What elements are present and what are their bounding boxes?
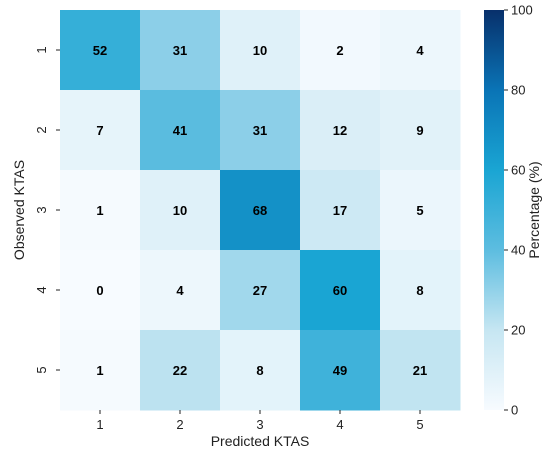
colorbar-tick-label-100: 100	[511, 3, 533, 18]
heatmap-cell-r1-c4	[300, 10, 381, 91]
heatmap-cell-r1-c3	[220, 10, 301, 91]
heatmap-cell-r2-c5	[380, 90, 461, 171]
heatmap-cell-r5-c5	[380, 330, 461, 411]
colorbar-ticks: 0 20 40 60 80 100	[504, 3, 533, 418]
heatmap-cell-r3-c4	[300, 170, 381, 251]
cell-value-r1-c4: 2	[336, 43, 343, 58]
heatmap-cell-r5-c2	[140, 330, 221, 411]
cell-value-r4-c4: 60	[333, 283, 347, 298]
y-tick-label-5: 5	[34, 366, 49, 373]
cell-value-r3-c1: 1	[96, 203, 103, 218]
cell-value-r4-c3: 27	[253, 283, 267, 298]
cell-value-r1-c5: 4	[416, 43, 424, 58]
heatmap-cell-r3-c5	[380, 170, 461, 251]
y-axis-label: Observed KTAS	[11, 160, 27, 260]
cell-value-r2-c2: 41	[173, 123, 187, 138]
colorbar-tick-label-80: 80	[511, 83, 525, 98]
cell-value-r3-c2: 10	[173, 203, 187, 218]
cell-value-r2-c5: 9	[416, 123, 423, 138]
heatmap-cell-r1-c2	[140, 10, 221, 91]
cell-value-r1-c3: 10	[253, 43, 267, 58]
heatmap-cell-r3-c2	[140, 170, 221, 251]
heatmap-cell-r4-c4	[300, 250, 381, 331]
cell-value-r5-c5: 21	[413, 363, 427, 378]
cell-value-r5-c4: 49	[333, 363, 347, 378]
cell-value-r4-c2: 4	[176, 283, 184, 298]
heatmap-cell-labels: 52 31 10 2 4 7 41 31 12 9 1 10 68 17 5 0 4 27 60 8 1 22 8 49 21	[93, 43, 427, 378]
y-tick-label-3: 3	[34, 206, 49, 213]
y-tick-label-2: 2	[34, 126, 49, 133]
heatmap-cell-r5-c1	[60, 330, 141, 411]
x-axis-ticks: 1 2 3 4 5	[96, 410, 424, 432]
x-tick-label-3: 3	[256, 417, 263, 432]
heatmap-cell-r2-c2	[140, 90, 221, 171]
cell-value-r5-c3: 8	[256, 363, 263, 378]
x-axis-label: Predicted KTAS	[211, 433, 310, 449]
cell-value-r3-c3: 68	[253, 203, 267, 218]
heatmap-cell-r1-c1	[60, 10, 141, 91]
heatmap-cell-r5-c3	[220, 330, 301, 411]
x-tick-label-4: 4	[336, 417, 343, 432]
x-tick-label-5: 5	[416, 417, 423, 432]
cell-value-r4-c5: 8	[416, 283, 423, 298]
cell-value-r4-c1: 0	[96, 283, 103, 298]
y-tick-label-1: 1	[34, 46, 49, 53]
x-tick-label-1: 1	[96, 417, 103, 432]
heatmap-cell-r4-c2	[140, 250, 221, 331]
heatmap-cell-r2-c4	[300, 90, 381, 171]
colorbar-tick-label-0: 0	[511, 403, 518, 418]
colorbar: 0 20 40 60 80 100 Percentage (%)	[484, 3, 542, 418]
cell-value-r3-c4: 17	[333, 203, 347, 218]
heatmap-cells	[60, 10, 461, 411]
cell-value-r5-c2: 22	[173, 363, 187, 378]
cell-value-r1-c1: 52	[93, 43, 107, 58]
x-tick-label-2: 2	[176, 417, 183, 432]
colorbar-gradient	[484, 10, 504, 410]
cell-value-r3-c5: 5	[416, 203, 423, 218]
heatmap-cell-r1-c5	[380, 10, 461, 91]
heatmap-cell-r4-c3	[220, 250, 301, 331]
heatmap-cell-r3-c1	[60, 170, 141, 251]
colorbar-tick-label-20: 20	[511, 323, 525, 338]
colorbar-tick-label-40: 40	[511, 243, 525, 258]
cell-value-r5-c1: 1	[96, 363, 103, 378]
y-tick-label-4: 4	[34, 286, 49, 293]
cell-value-r2-c3: 31	[253, 123, 267, 138]
cell-value-r1-c2: 31	[173, 43, 187, 58]
heatmap-cell-r5-c4	[300, 330, 381, 411]
y-axis-ticks: 1 2 3 4 5	[34, 46, 60, 374]
colorbar-label: Percentage (%)	[526, 161, 542, 258]
cell-value-r2-c1: 7	[96, 123, 103, 138]
heatmap-cell-r4-c1	[60, 250, 141, 331]
heatmap-cell-r4-c5	[380, 250, 461, 331]
colorbar-tick-label-60: 60	[511, 163, 525, 178]
cell-value-r2-c4: 12	[333, 123, 347, 138]
heatmap-cell-r3-c3	[220, 170, 301, 251]
heatmap-cell-r2-c1	[60, 90, 141, 171]
heatmap-cell-r2-c3	[220, 90, 301, 171]
